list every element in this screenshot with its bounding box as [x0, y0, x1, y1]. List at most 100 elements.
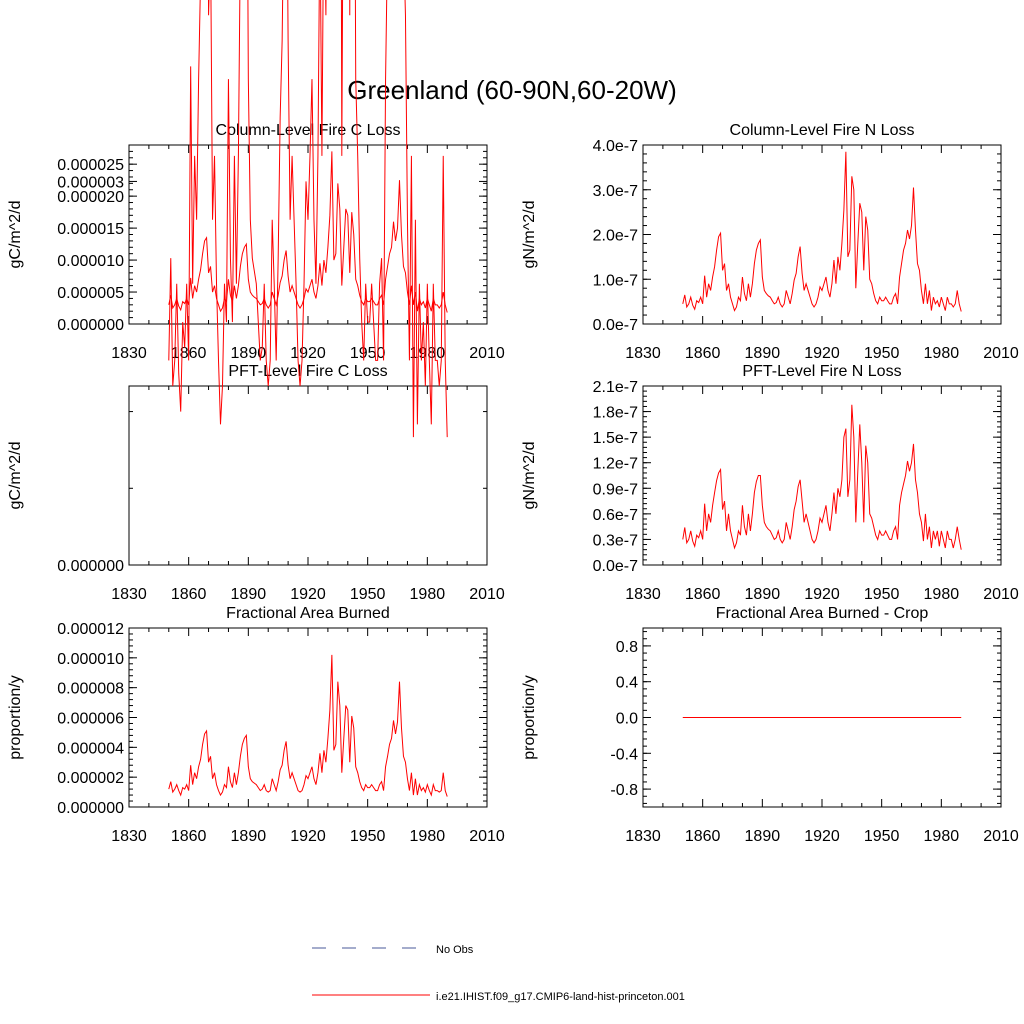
y-tick-label: 0.8 — [616, 639, 638, 656]
x-tick-label: 1890 — [231, 345, 267, 362]
chart-panels: Column-Level Fire C Loss gC/m^2/d 1830 1860… — [7, 0, 1019, 845]
chart-panel-5: Fractional Area Burned proportion/y 1830 18… — [7, 605, 505, 845]
y-tick-label: -0.8 — [610, 782, 638, 799]
figure-title: Greenland (60-90N,60-20W) — [347, 75, 677, 105]
x-tick-label: 1980 — [924, 828, 960, 845]
y-tick-label: 0.000025 — [57, 157, 124, 174]
x-tick-label: 1920 — [290, 345, 326, 362]
x-tick-label: 1980 — [410, 345, 446, 362]
series-line — [168, 654, 448, 797]
panel-title: PFT-Level Fire C Loss — [228, 363, 387, 380]
y-tick-label: 0.4 — [616, 675, 638, 692]
y-tick-label: 0.000000 — [57, 558, 124, 575]
x-tick-label: 1950 — [350, 345, 386, 362]
x-tick-label: 1920 — [290, 828, 326, 845]
x-tick-label: 2010 — [469, 586, 505, 603]
series-line — [168, 151, 448, 313]
y-tick-label: 0.000012 — [57, 621, 124, 638]
x-tick-label: 2010 — [469, 828, 505, 845]
y-tick-label: -0.4 — [610, 746, 638, 763]
chart-panel-3: PFT-Level Fire C Loss gC/m^2/d 1830 1860 189… — [7, 0, 505, 603]
y-tick-label: 0.9e-7 — [593, 481, 638, 498]
x-tick-label: 1980 — [924, 586, 960, 603]
y-tick-label: 1.8e-7 — [593, 405, 638, 422]
chart-panel-6: Fractional Area Burned - Crop proportion/… — [521, 605, 1019, 845]
x-tick-label: 1830 — [625, 828, 661, 845]
y-tick-label: 4.0e-7 — [593, 138, 638, 155]
y-tick-label: 1.5e-7 — [593, 430, 638, 447]
y-tick-label: 0.000015 — [57, 221, 124, 238]
x-tick-label: 2010 — [983, 345, 1019, 362]
x-tick-label: 1830 — [625, 345, 661, 362]
panel-title: Fractional Area Burned - Crop — [716, 605, 929, 622]
legend-label-model-run: i.e21.IHIST.f09_g17.CMIP6-land-hist-prin… — [436, 991, 685, 1003]
y-tick-label: 0.000006 — [57, 711, 124, 728]
panel-title: Column-Level Fire C Loss — [216, 122, 401, 139]
x-tick-label: 1920 — [290, 586, 326, 603]
x-tick-label: 1890 — [745, 828, 781, 845]
y-tick-label: 0.000000 — [57, 800, 124, 817]
y-tick-label: 0.000010 — [57, 651, 124, 668]
y-axis-label: gN/m^2/d — [521, 442, 538, 510]
y-tick-label: 0.000004 — [57, 740, 124, 757]
y-tick-label: 0.0 — [616, 711, 638, 728]
x-tick-label: 1980 — [410, 586, 446, 603]
y-tick-label: 0.0e-7 — [593, 558, 638, 575]
series-line — [168, 0, 448, 438]
x-tick-label: 1860 — [685, 345, 721, 362]
x-tick-label: 1950 — [864, 586, 900, 603]
y-axis-label: proportion/y — [7, 675, 24, 760]
y-tick-label: 0.0e-7 — [593, 317, 638, 334]
x-tick-label: 1830 — [111, 586, 147, 603]
x-tick-label: 1950 — [350, 828, 386, 845]
x-tick-label: 1920 — [804, 828, 840, 845]
x-tick-label: 1830 — [625, 586, 661, 603]
x-tick-label: 1920 — [804, 345, 840, 362]
x-tick-label: 2010 — [469, 345, 505, 362]
y-axis-label: gC/m^2/d — [7, 442, 24, 510]
y-tick-label: 1.0e-7 — [593, 272, 638, 289]
series-line — [682, 151, 962, 312]
y-tick-label: 0.6e-7 — [593, 507, 638, 524]
y-tick-label: 0.000003 — [57, 174, 124, 191]
x-tick-label: 1890 — [231, 586, 267, 603]
x-tick-label: 1860 — [685, 586, 721, 603]
y-tick-label: 0.000020 — [57, 189, 124, 206]
y-axis-label: gC/m^2/d — [7, 201, 24, 269]
x-tick-label: 1830 — [111, 828, 147, 845]
x-tick-label: 1890 — [745, 586, 781, 603]
chart-panel-2: Column-Level Fire N Loss gN/m^2/d 1830 1860… — [521, 122, 1019, 362]
x-tick-label: 1860 — [685, 828, 721, 845]
legend: No Obs i.e21.IHIST.f09_g17.CMIP6-land-hi… — [312, 944, 685, 1003]
x-tick-label: 1950 — [350, 586, 386, 603]
x-tick-label: 1890 — [745, 345, 781, 362]
y-tick-label: 0.000008 — [57, 681, 124, 698]
x-tick-label: 1920 — [804, 586, 840, 603]
plot-frame — [642, 385, 1002, 566]
x-tick-label: 1950 — [864, 345, 900, 362]
panel-title: PFT-Level Fire N Loss — [742, 363, 901, 380]
x-tick-label: 2010 — [983, 828, 1019, 845]
series-line — [682, 404, 962, 550]
y-tick-label: 0.3e-7 — [593, 532, 638, 549]
y-axis-label: gN/m^2/d — [521, 201, 538, 269]
x-tick-label: 1950 — [864, 828, 900, 845]
y-tick-label: 0.000000 — [57, 317, 124, 334]
y-axis-label: proportion/y — [521, 675, 538, 760]
x-tick-label: 1980 — [924, 345, 960, 362]
y-tick-label: 0.000002 — [57, 770, 124, 787]
plot-frame — [128, 627, 488, 808]
x-tick-label: 1890 — [231, 828, 267, 845]
x-tick-label: 1980 — [410, 828, 446, 845]
panel-title: Fractional Area Burned — [226, 605, 390, 622]
y-tick-label: 0.000010 — [57, 253, 124, 270]
legend-label-no-obs: No Obs — [436, 944, 474, 956]
plot-frame — [128, 385, 488, 566]
panel-title: Column-Level Fire N Loss — [730, 122, 915, 139]
chart-panel-4: PFT-Level Fire N Loss gN/m^2/d 1830 1860 189… — [521, 363, 1019, 603]
x-tick-label: 1860 — [171, 586, 207, 603]
y-tick-label: 2.1e-7 — [593, 379, 638, 396]
y-tick-label: 0.000005 — [57, 285, 124, 302]
